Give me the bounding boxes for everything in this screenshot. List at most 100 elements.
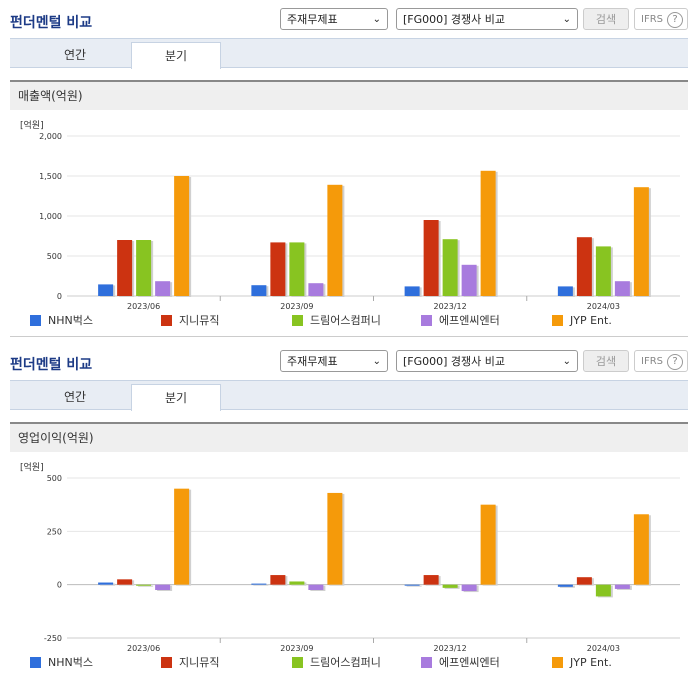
chevron-down-icon: ⌄ xyxy=(372,14,381,25)
chevron-down-icon: ⌄ xyxy=(562,14,571,25)
y-tick-label: -250 xyxy=(44,634,62,643)
bar xyxy=(442,584,458,588)
bar xyxy=(576,577,592,585)
legend-swatch xyxy=(552,315,563,326)
bar xyxy=(461,584,477,592)
ifrs-label: IFRS xyxy=(641,14,663,25)
bar xyxy=(174,488,190,585)
bar xyxy=(136,584,152,586)
bar xyxy=(595,246,611,296)
bar xyxy=(480,504,496,585)
tab-quarter[interactable]: 분기 xyxy=(131,384,221,411)
panel-title: 펀더멘털 비교 xyxy=(10,15,93,31)
statement-select[interactable]: 주재무제표 ⌄ xyxy=(280,350,388,372)
compare-select[interactable]: [FG000] 경쟁사 비교 ⌄ xyxy=(396,8,578,30)
legend-swatch xyxy=(421,657,432,668)
compare-select-value: [FG000] 경쟁사 비교 xyxy=(403,355,506,368)
revenue-chart: 0 500 1,000 1,500 2,000 2023/06 2023/09 2023/12… xyxy=(39,132,680,310)
chevron-down-icon: ⌄ xyxy=(562,356,571,367)
legend-label: 지니뮤직 xyxy=(179,314,220,327)
section-title: 영업이익(억원) xyxy=(10,422,688,452)
y-tick-label: 250 xyxy=(47,527,62,536)
x-tick-label: 2024/03 xyxy=(587,302,620,310)
bar xyxy=(614,281,630,296)
x-tick-label: 2023/06 xyxy=(127,302,160,310)
legend-swatch xyxy=(30,315,41,326)
bar xyxy=(633,187,649,296)
ifrs-button[interactable]: IFRS ? xyxy=(634,350,688,372)
y-tick-label: 500 xyxy=(47,252,62,261)
bar xyxy=(576,237,592,296)
ifrs-label: IFRS xyxy=(641,356,663,367)
legend-swatch xyxy=(30,657,41,668)
chevron-down-icon: ⌄ xyxy=(372,356,381,367)
bar xyxy=(251,583,267,585)
bar xyxy=(633,514,649,585)
bar xyxy=(270,242,286,296)
statement-select[interactable]: 주재무제표 ⌄ xyxy=(280,8,388,30)
legend-label: NHN벅스 xyxy=(48,656,93,669)
operating-profit-chart: -250 0 250 500 2023/06 2023/09 2023/12 2024/03 xyxy=(44,474,680,653)
x-tick-label: 2023/09 xyxy=(280,644,313,653)
x-tick-label: 2023/06 xyxy=(127,644,160,653)
unit-label: [억원] xyxy=(20,121,44,131)
bar xyxy=(251,285,267,296)
bar xyxy=(117,579,133,585)
bar xyxy=(404,286,420,296)
chart-legend: NHN벅스 지니뮤직 드림어스컴퍼니 에프엔씨엔터 JYP Ent. xyxy=(30,313,670,329)
bar-shadow xyxy=(406,585,422,587)
bar xyxy=(461,264,477,296)
tab-quarter[interactable]: 분기 xyxy=(131,42,221,69)
legend-label: JYP Ent. xyxy=(570,656,612,669)
tab-annual[interactable]: 연간 xyxy=(63,48,87,62)
bar xyxy=(289,242,305,296)
bar xyxy=(289,581,305,585)
bar xyxy=(595,584,611,597)
bar xyxy=(270,575,286,585)
statement-select-value: 주재무제표 xyxy=(287,13,338,26)
bar xyxy=(308,584,324,590)
bar xyxy=(557,286,573,296)
divider xyxy=(10,336,688,337)
search-button[interactable]: 검색 xyxy=(583,8,629,30)
help-icon[interactable]: ? xyxy=(667,354,683,370)
legend-swatch xyxy=(161,657,172,668)
bar xyxy=(327,184,343,296)
bar xyxy=(614,584,630,589)
legend-swatch xyxy=(292,657,303,668)
legend-swatch xyxy=(421,315,432,326)
fundamental-panel-revenue: 펀더멘털 비교 주재무제표 ⌄ [FG000] 경쟁사 비교 ⌄ 검색 IFRS… xyxy=(0,0,696,340)
legend-label: 에프엔씨엔터 xyxy=(439,656,500,669)
y-tick-label: 1,500 xyxy=(39,172,62,181)
legend-label: 드림어스컴퍼니 xyxy=(310,314,381,327)
legend-label: 에프엔씨엔터 xyxy=(439,314,500,327)
legend-swatch xyxy=(552,657,563,668)
legend-label: NHN벅스 xyxy=(48,314,93,327)
period-tabs: 연간 분기 xyxy=(10,380,688,411)
x-tick-label: 2024/03 xyxy=(587,644,620,653)
y-tick-label: 0 xyxy=(57,292,62,301)
tab-annual[interactable]: 연간 xyxy=(63,390,87,404)
bar xyxy=(136,240,152,296)
bar xyxy=(423,220,439,296)
legend-swatch xyxy=(161,315,172,326)
compare-select[interactable]: [FG000] 경쟁사 비교 ⌄ xyxy=(396,350,578,372)
y-tick-label: 500 xyxy=(47,474,62,483)
x-tick-label: 2023/12 xyxy=(434,644,467,653)
ifrs-button[interactable]: IFRS ? xyxy=(634,8,688,30)
panel-title: 펀더멘털 비교 xyxy=(10,357,93,373)
section-title: 매출액(억원) xyxy=(10,80,688,110)
bar-shadow xyxy=(138,585,154,587)
statement-select-value: 주재무제표 xyxy=(287,355,338,368)
search-button[interactable]: 검색 xyxy=(583,350,629,372)
bar xyxy=(98,284,114,296)
bar-shadow xyxy=(253,584,269,586)
fundamental-panel-operating-profit: 펀더멘털 비교 주재무제표 ⌄ [FG000] 경쟁사 비교 ⌄ 검색 IFRS… xyxy=(0,342,696,684)
bar xyxy=(155,584,171,590)
bar xyxy=(98,582,114,585)
bar xyxy=(308,283,324,296)
y-tick-label: 2,000 xyxy=(39,132,62,141)
help-icon[interactable]: ? xyxy=(667,12,683,28)
x-tick-label: 2023/09 xyxy=(280,302,313,310)
bar xyxy=(423,575,439,585)
